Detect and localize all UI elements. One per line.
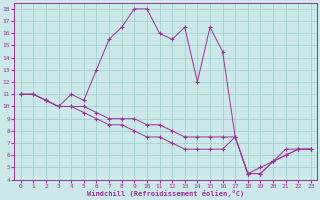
X-axis label: Windchill (Refroidissement éolien,°C): Windchill (Refroidissement éolien,°C)	[87, 190, 244, 197]
